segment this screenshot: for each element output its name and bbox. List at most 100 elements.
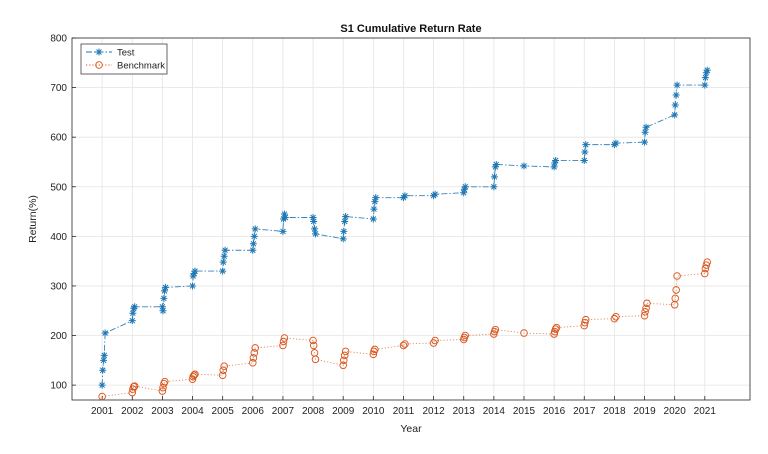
- benchmark-point: [401, 340, 409, 348]
- test-point: [101, 329, 109, 337]
- test-point: [249, 240, 257, 248]
- x-tick-label: 2009: [332, 406, 355, 417]
- benchmark-point: [309, 341, 318, 350]
- test-point: [279, 227, 287, 235]
- test-point: [672, 91, 680, 99]
- test-point: [582, 141, 590, 149]
- y-tick-label: 200: [50, 331, 67, 342]
- benchmark-point: [279, 337, 288, 346]
- benchmark-point: [552, 323, 561, 332]
- test-point: [100, 356, 108, 364]
- benchmark-point: [369, 350, 378, 359]
- x-tick-label: 2011: [393, 406, 415, 417]
- x-tick-label: 2010: [362, 406, 385, 417]
- test-point: [342, 213, 350, 221]
- x-tick-label: 2004: [181, 406, 204, 417]
- test-point: [673, 81, 681, 89]
- benchmark-point: [158, 387, 167, 395]
- legend-box: [80, 43, 168, 75]
- benchmark-point: [130, 382, 139, 390]
- legend: Test Benchmark: [80, 43, 168, 75]
- test-series: [98, 66, 711, 389]
- benchmark-point: [251, 344, 259, 352]
- test-point: [98, 381, 106, 389]
- test-point: [220, 252, 228, 260]
- test-point: [250, 232, 258, 240]
- test-point: [671, 101, 679, 109]
- benchmark-point: [220, 362, 228, 371]
- test-point: [311, 225, 319, 233]
- test-point: [311, 230, 319, 238]
- benchmark-point: [672, 286, 680, 294]
- test-point: [642, 123, 650, 131]
- x-tick-label: 2019: [633, 406, 656, 417]
- benchmark-point: [340, 356, 348, 365]
- test-point: [340, 227, 348, 235]
- test-point: [189, 282, 197, 290]
- test-point: [190, 270, 198, 278]
- test-point: [490, 173, 498, 181]
- benchmark-point: [191, 370, 199, 378]
- test-point: [219, 267, 227, 275]
- test-point: [159, 307, 167, 315]
- test-point: [341, 217, 349, 225]
- benchmark-point: [673, 272, 681, 280]
- test-point: [339, 235, 347, 243]
- test-point: [491, 163, 499, 171]
- test-point: [702, 69, 710, 77]
- benchmark-point: [371, 345, 379, 354]
- x-tick-label: 2014: [483, 406, 506, 417]
- test-point: [551, 159, 559, 167]
- benchmark-point: [341, 347, 350, 356]
- x-tick-label: 2003: [151, 406, 174, 417]
- benchmark-point: [250, 349, 259, 357]
- benchmark-point: [643, 299, 651, 308]
- benchmark-point: [703, 258, 711, 266]
- benchmark-point: [671, 294, 680, 303]
- benchmark-series: [98, 258, 711, 401]
- benchmark-point: [431, 336, 439, 345]
- benchmark-point: [161, 377, 169, 386]
- x-tick-label: 2017: [573, 406, 596, 417]
- benchmark-point: [280, 334, 289, 342]
- test-point: [221, 246, 229, 254]
- y-tick-label: 300: [50, 281, 67, 292]
- test-point: [189, 272, 197, 280]
- test-point: [460, 189, 468, 197]
- test-point: [431, 190, 439, 198]
- y-tick-label: 800: [50, 34, 67, 45]
- test-point: [131, 303, 139, 311]
- legend-benchmark-label: Benchmark: [117, 61, 165, 72]
- benchmark-point: [581, 318, 589, 327]
- test-point: [581, 148, 589, 156]
- plot-area-frame: [71, 37, 751, 401]
- test-point: [249, 246, 257, 254]
- benchmark-point: [399, 341, 408, 350]
- legend-test-marker: [95, 48, 103, 56]
- test-point: [371, 198, 379, 206]
- x-tick-label: 2005: [212, 406, 235, 417]
- test-point: [701, 74, 709, 82]
- y-tick-label: 700: [50, 83, 67, 94]
- test-point: [129, 309, 137, 317]
- x-tick-label: 2013: [453, 406, 476, 417]
- y-tick-label: 100: [50, 381, 67, 392]
- test-point: [251, 225, 259, 233]
- test-point: [641, 138, 649, 146]
- x-tick-label: 2008: [302, 406, 325, 417]
- y-tick-label: 600: [50, 133, 67, 144]
- test-point: [161, 287, 169, 295]
- x-tick-label: 2021: [694, 406, 717, 417]
- test-point: [703, 66, 711, 74]
- test-point: [99, 366, 107, 374]
- benchmark-point: [340, 351, 349, 360]
- test-point: [490, 183, 498, 191]
- benchmark-point: [219, 366, 228, 374]
- x-tick-label: 2012: [422, 406, 445, 417]
- benchmark-point: [702, 261, 711, 269]
- test-point: [100, 351, 108, 359]
- test-point: [161, 283, 169, 291]
- x-axis-label: Year: [400, 423, 422, 435]
- test-point: [310, 217, 318, 225]
